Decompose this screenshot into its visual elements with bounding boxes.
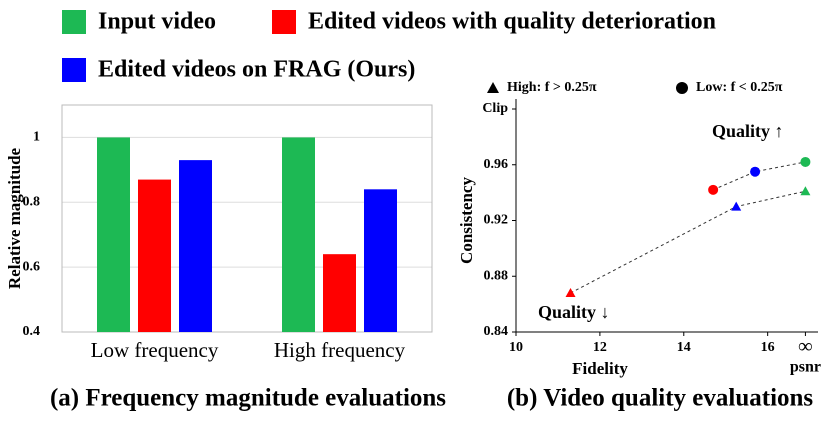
legend-swatch [62,58,86,82]
y-tick-label: 0.92 [484,213,509,228]
y-tick-label: 0.8 [23,195,41,210]
y-tick-label: 0.84 [484,324,509,339]
point [750,166,761,177]
point [731,201,742,211]
bar [138,179,171,332]
bar [323,254,356,332]
legend-swatch [62,10,86,34]
y-tick-label: 0.4 [23,324,41,339]
legend-label: Low: f < 0.25π [696,80,783,95]
bar [282,137,315,332]
bar [364,189,397,332]
legend-label: Edited videos on FRAG (Ours) [98,57,415,83]
trend-line [712,161,806,191]
x-tick-label: 14 [677,340,691,355]
y-tick-label: 1 [33,130,40,145]
legend-label: Input video [98,9,216,35]
caption: (b) Video quality evaluations [507,385,814,412]
x-axis-label: Fidelity [572,359,628,378]
y-tick-label: 0.96 [484,157,509,172]
x-tick-label: 10 [509,340,523,355]
legend-swatch [272,10,296,34]
legend-marker [676,82,688,94]
legend-marker [487,82,499,93]
point [800,186,811,196]
trend-line [570,190,806,294]
legend-label: High: f > 0.25π [507,80,597,95]
legend-label: Edited videos with quality deterioration [308,9,716,35]
y-axis-label: Consistency [457,177,476,264]
point [708,184,719,195]
y-axis-label: Relative magnitude [5,147,24,289]
caption: (a) Frequency magnitude evaluations [50,385,446,412]
point [565,287,576,297]
annotation: Quality ↑ [712,121,784,141]
bar [179,160,212,332]
x-tick-label: ∞ [798,336,812,358]
x-axis-unit: psnr [790,359,821,376]
annotation: Quality ↓ [538,302,610,322]
point [800,156,811,167]
y-tick-label: 0.88 [484,268,509,283]
y-tick-label: 0.6 [23,259,41,274]
x-tick-label: 16 [761,340,775,355]
x-tick-label: Low frequency [91,338,219,362]
plot-frame [61,104,433,333]
bar [97,137,130,332]
y-tick-label: Clip [482,101,508,116]
x-tick-label: 12 [593,340,607,355]
x-tick-label: High frequency [274,338,406,362]
